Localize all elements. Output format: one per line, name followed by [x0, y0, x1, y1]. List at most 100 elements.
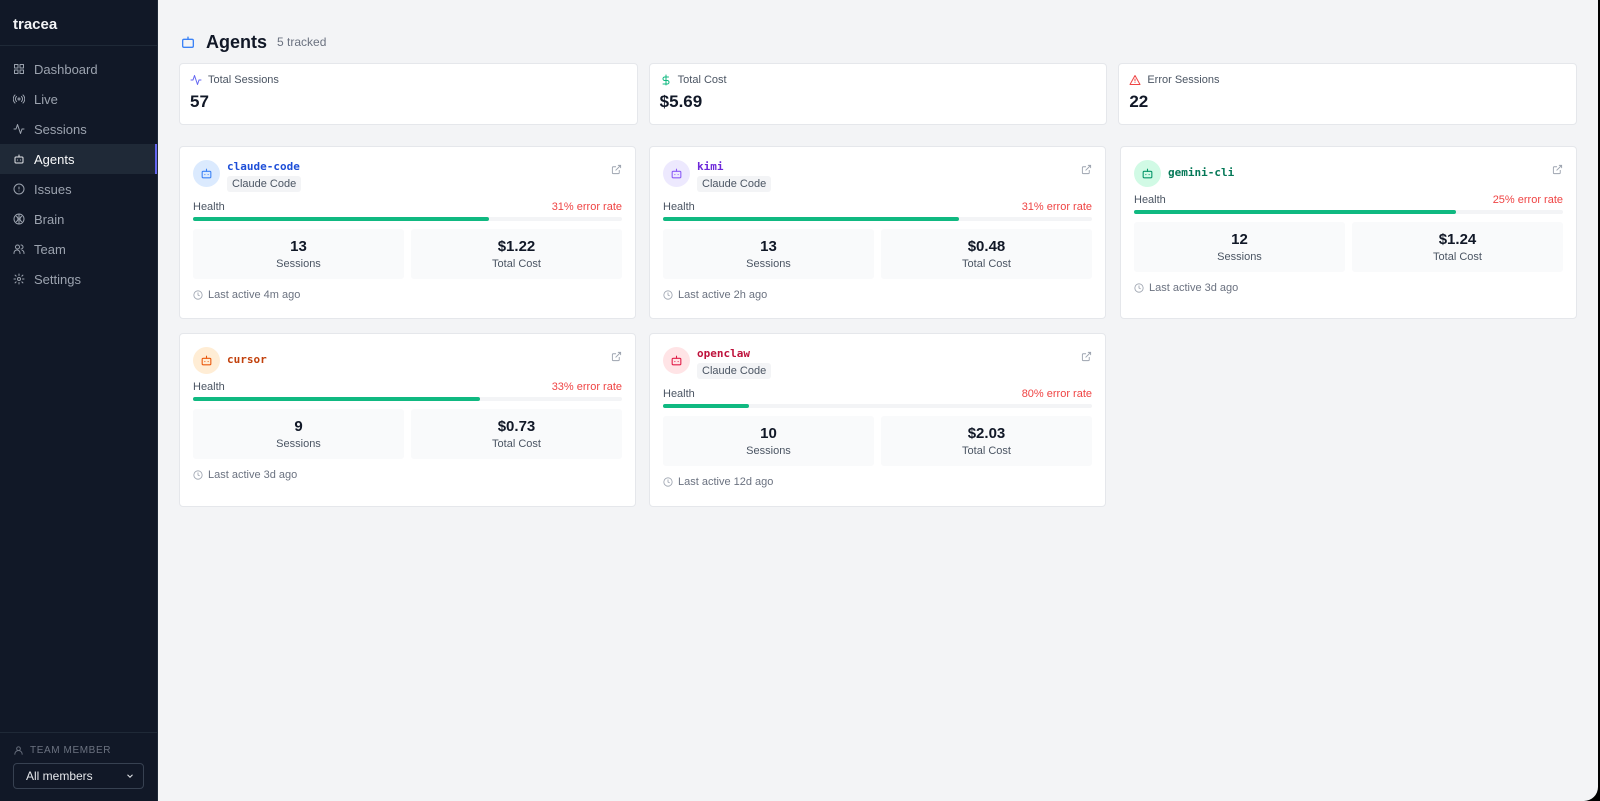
stats-row: Total Sessions 57 Total Cost $5.69 Error…	[179, 63, 1578, 125]
sessions-value: 10	[760, 425, 777, 442]
sessions-value: 13	[760, 238, 777, 255]
sessions-metric: 12 Sessions	[1134, 222, 1345, 272]
health-bar-fill	[1134, 210, 1456, 214]
sidebar-item-label: Agents	[34, 151, 75, 167]
health-bar	[193, 217, 622, 221]
sessions-metric: 13 Sessions	[663, 229, 874, 279]
health-bar	[193, 397, 622, 401]
open-agent-button[interactable]	[1552, 162, 1563, 175]
bot-icon	[671, 168, 682, 179]
agent-card[interactable]: openclaw Claude Code Health 80% error ra…	[649, 333, 1106, 507]
sessions-value: 13	[290, 238, 307, 255]
open-agent-button[interactable]	[1081, 349, 1092, 362]
health-bar-fill	[193, 217, 489, 221]
activity-icon	[190, 75, 202, 85]
agent-metrics: 13 Sessions $0.48 Total Cost	[663, 229, 1092, 279]
agent-card-header: claude-code Claude Code	[193, 160, 622, 192]
agent-name[interactable]: gemini-cli	[1168, 166, 1235, 179]
sidebar-item-settings[interactable]: Settings	[0, 264, 157, 294]
sessions-label: Sessions	[276, 258, 321, 270]
sessions-metric: 10 Sessions	[663, 416, 874, 466]
agent-name[interactable]: claude-code	[227, 160, 300, 173]
stat-label-text: Error Sessions	[1147, 74, 1220, 86]
agent-type-badge: Claude Code	[697, 176, 772, 192]
external-link-icon	[1081, 351, 1092, 362]
health-bar-fill	[193, 397, 481, 401]
sessions-metric: 9 Sessions	[193, 409, 404, 459]
sidebar-item-team[interactable]: Team	[0, 234, 157, 264]
cost-value: $1.24	[1438, 231, 1477, 248]
health-bar	[663, 217, 1092, 221]
agent-name[interactable]: cursor	[227, 353, 267, 366]
last-active: Last active 2h ago	[663, 289, 1092, 301]
sidebar-item-sessions[interactable]: Sessions	[0, 114, 157, 144]
bot-icon	[182, 36, 194, 48]
sidebar: tracea Dashboard Live Sessions Agents Is…	[0, 0, 158, 801]
warning-icon	[1129, 75, 1141, 85]
last-active-text: Last active 3d ago	[208, 469, 298, 481]
health-label: Health	[1134, 194, 1166, 206]
clock-icon	[193, 290, 203, 300]
radio-icon	[13, 94, 25, 104]
page-subtitle: 5 tracked	[277, 35, 327, 49]
cost-label: Total Cost	[492, 438, 541, 450]
sessions-label: Sessions	[746, 258, 791, 270]
bot-icon	[201, 355, 212, 366]
last-active: Last active 3d ago	[193, 469, 622, 481]
clock-icon	[193, 470, 203, 480]
agent-card[interactable]: gemini-cli Health 25% error rate 12 Sess…	[1120, 146, 1577, 319]
agent-avatar	[663, 160, 690, 187]
page-header: Agents 5 tracked	[158, 0, 1598, 62]
sidebar-item-agents[interactable]: Agents	[0, 144, 157, 174]
dollar-icon	[662, 74, 670, 86]
sidebar-item-label: Issues	[34, 181, 72, 197]
health-bar-fill	[663, 404, 749, 408]
error-rate: 31% error rate	[1021, 201, 1092, 213]
clock-icon	[663, 290, 673, 300]
cost-value: $2.03	[967, 425, 1006, 442]
sidebar-item-issues[interactable]: Issues	[0, 174, 157, 204]
open-agent-button[interactable]	[1081, 162, 1092, 175]
stat-value: 57	[190, 92, 209, 111]
sidebar-item-brain[interactable]: Brain	[0, 204, 157, 234]
cost-metric: $1.22 Total Cost	[411, 229, 622, 279]
last-active-text: Last active 4m ago	[208, 289, 301, 301]
open-agent-button[interactable]	[611, 162, 622, 175]
agent-metrics: 9 Sessions $0.73 Total Cost	[193, 409, 622, 459]
main-content: Agents 5 tracked Total Sessions 57 Total…	[158, 0, 1598, 801]
health-label: Health	[193, 381, 225, 393]
brand-logo[interactable]: tracea	[0, 0, 157, 46]
sessions-label: Sessions	[746, 445, 791, 457]
agent-name[interactable]: kimi	[697, 160, 724, 173]
page-title: Agents	[206, 31, 268, 52]
cost-metric: $0.73 Total Cost	[411, 409, 622, 459]
sidebar-item-label: Brain	[34, 211, 65, 227]
open-agent-button[interactable]	[611, 349, 622, 362]
last-active: Last active 4m ago	[193, 289, 622, 301]
stat-card-error-sessions: Error Sessions 22	[1118, 63, 1578, 125]
last-active: Last active 12d ago	[663, 476, 1092, 488]
agent-card-header: openclaw Claude Code	[663, 347, 1092, 379]
sidebar-item-dashboard[interactable]: Dashboard	[0, 54, 157, 84]
agent-name[interactable]: openclaw	[697, 347, 750, 360]
health-label: Health	[663, 388, 695, 400]
agent-avatar	[663, 347, 690, 374]
agent-metrics: 12 Sessions $1.24 Total Cost	[1134, 222, 1563, 272]
agent-card[interactable]: cursor Health 33% error rate 9 Sessions …	[179, 333, 636, 507]
sessions-value: 12	[1231, 231, 1248, 248]
team-member-label: TEAM MEMBER	[13, 745, 144, 756]
agent-type-badge: Claude Code	[227, 176, 302, 192]
grid-icon	[14, 64, 24, 74]
cost-metric: $2.03 Total Cost	[881, 416, 1092, 466]
team-member-label-text: TEAM MEMBER	[30, 745, 112, 756]
cost-label: Total Cost	[492, 258, 541, 270]
error-rate: 25% error rate	[1492, 194, 1563, 206]
agent-card[interactable]: kimi Claude Code Health 31% error rate 1…	[649, 146, 1106, 319]
agent-card[interactable]: claude-code Claude Code Health 31% error…	[179, 146, 636, 319]
cost-value: $0.73	[497, 418, 536, 435]
sidebar-item-live[interactable]: Live	[0, 84, 157, 114]
sidebar-item-label: Team	[34, 241, 66, 257]
team-member-select[interactable]: All members	[13, 763, 144, 789]
sidebar-item-label: Dashboard	[34, 61, 98, 77]
cost-metric: $0.48 Total Cost	[881, 229, 1092, 279]
